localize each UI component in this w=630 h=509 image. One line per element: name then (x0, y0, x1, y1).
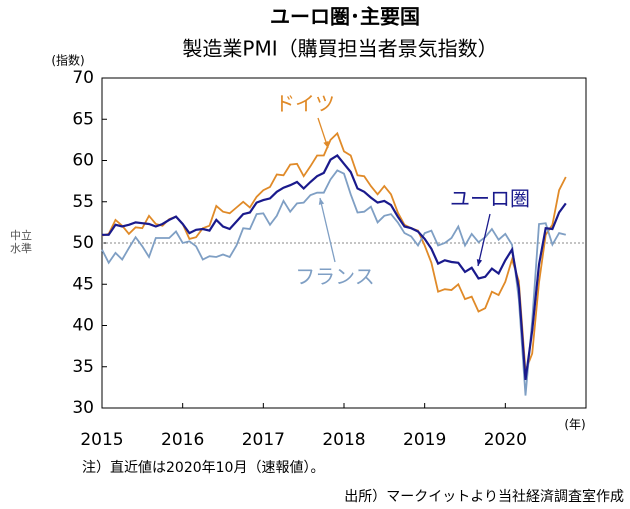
y-tick-label: 35 (72, 357, 94, 377)
y-tick-label: 60 (72, 151, 94, 171)
y-tick-label: 40 (72, 316, 94, 336)
y-tick-label: 45 (72, 274, 94, 294)
x-tick-label: 2020 (484, 430, 527, 450)
y-tick-label: 65 (72, 109, 94, 129)
reference-label: 中立水準 (10, 229, 32, 255)
x-tick-label: 2017 (242, 430, 285, 450)
series-line (101, 131, 567, 372)
x-tick-label: 2018 (322, 430, 365, 450)
note: 注）直近値は2020年10月（速報値）。 (82, 459, 324, 476)
chart-subtitle: 製造業PMI（購買担当者景気指数） (182, 37, 497, 61)
series-label: フランス (295, 265, 375, 289)
chart-title: ユーロ圏･主要国 (270, 5, 420, 29)
y-tick-label: 30 (72, 398, 94, 418)
series-pointer (477, 213, 491, 267)
y-tick-label: 50 (72, 233, 94, 253)
series-line (101, 169, 567, 396)
y-tick-label: 55 (72, 192, 94, 212)
series-label: ドイツ (275, 92, 335, 116)
x-tick-label: 2015 (80, 430, 123, 450)
series-pointer-head (318, 198, 325, 205)
x-axis-label: (年) (564, 418, 585, 432)
series-pointer-head (476, 259, 483, 266)
x-tick-label: 2019 (403, 430, 446, 450)
x-tick-label: 2016 (161, 430, 204, 450)
source: 出所）マークイットより当社経済調査室作成 (344, 488, 624, 505)
series-pointer-head (323, 141, 329, 148)
series-label: ユーロ圏 (450, 187, 530, 211)
series-pointer (319, 197, 336, 263)
series-line (102, 154, 567, 381)
y-tick-label: 70 (72, 68, 94, 88)
y-axis-label: (指数) (51, 53, 84, 68)
